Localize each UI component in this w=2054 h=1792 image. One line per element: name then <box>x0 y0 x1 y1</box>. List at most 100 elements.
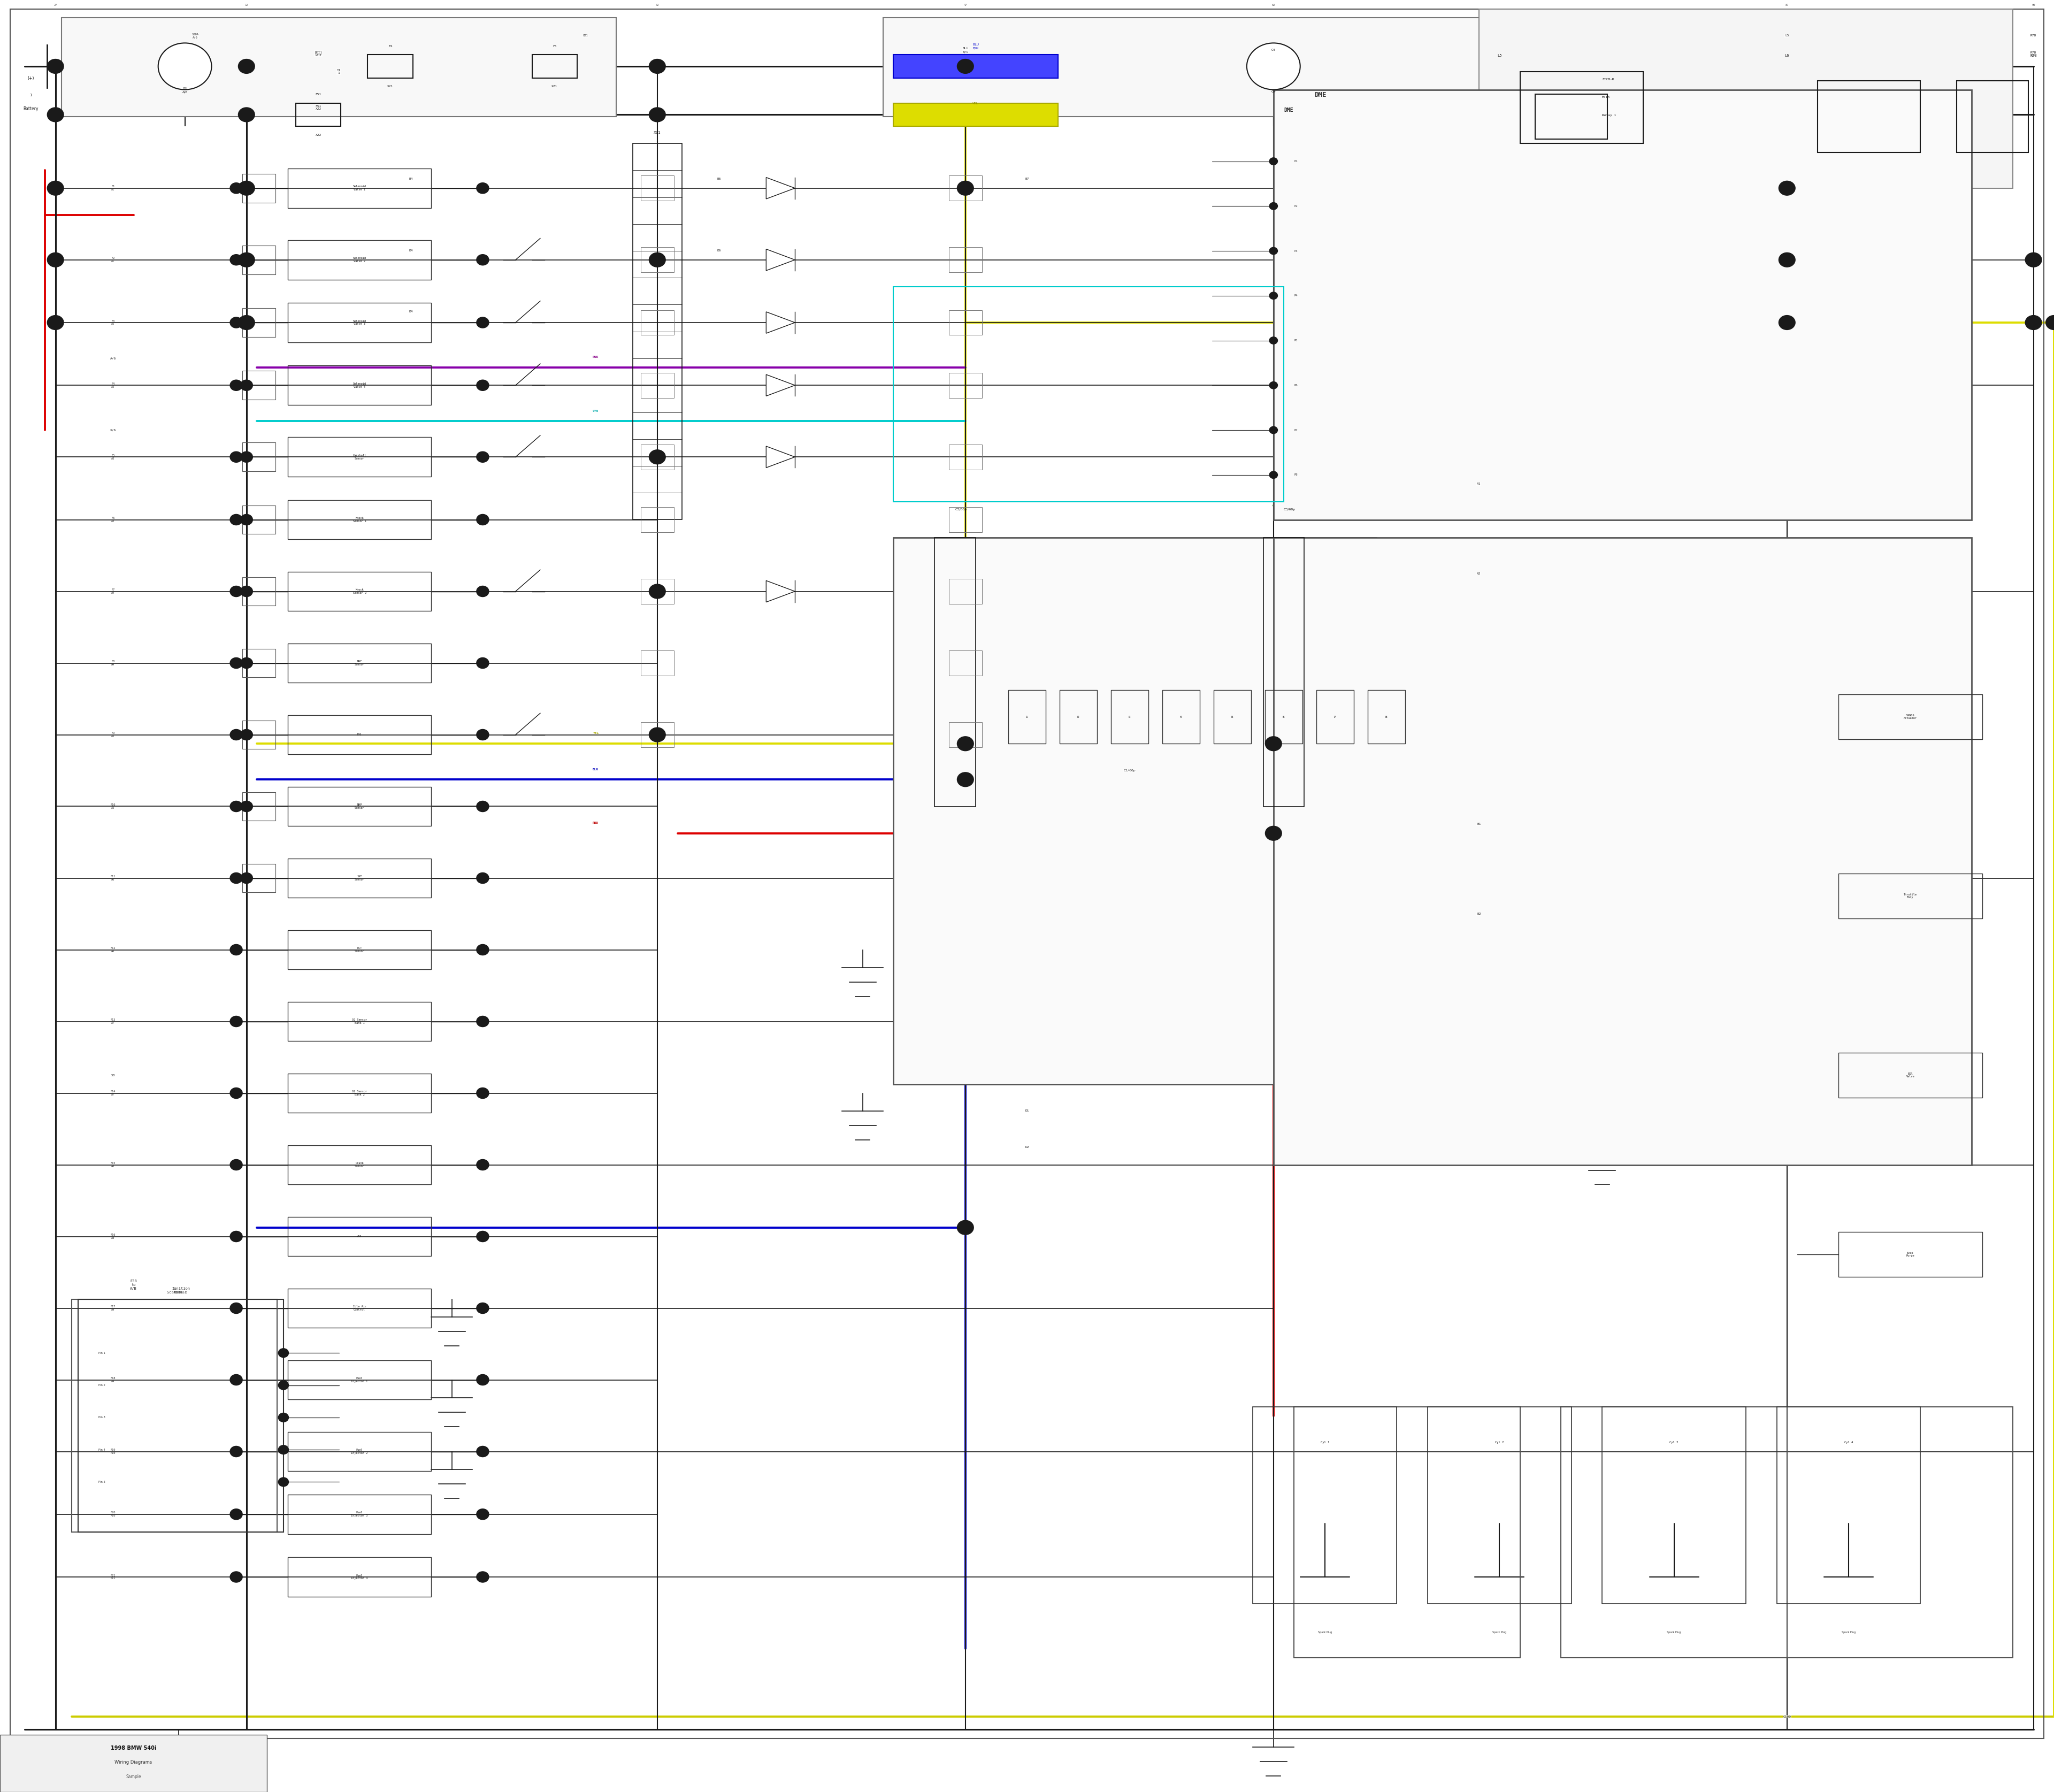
Bar <box>1838 694 1982 738</box>
Circle shape <box>230 317 242 328</box>
Bar <box>288 787 431 826</box>
Text: F16
A8: F16 A8 <box>111 1233 115 1240</box>
Text: G100: G100 <box>1783 1715 1791 1719</box>
Bar <box>288 303 431 342</box>
Bar <box>288 168 431 208</box>
Bar <box>1214 690 1251 744</box>
Text: F6
A3: F6 A3 <box>111 516 115 523</box>
Text: YEL: YEL <box>594 733 598 735</box>
Circle shape <box>477 254 489 265</box>
Text: L5: L5 <box>1785 34 1789 38</box>
Text: P8: P8 <box>1294 473 1298 477</box>
Text: 100A
A/6: 100A A/6 <box>191 32 199 39</box>
Circle shape <box>1779 181 1795 195</box>
Text: G4: G4 <box>1271 91 1276 93</box>
Text: F4: F4 <box>388 45 392 47</box>
Circle shape <box>1269 158 1278 165</box>
Bar <box>288 240 431 280</box>
Circle shape <box>957 772 974 787</box>
Text: F3
A2: F3 A2 <box>111 319 115 326</box>
Text: F10
A5: F10 A5 <box>111 803 115 810</box>
Text: VSS: VSS <box>357 1235 362 1238</box>
Bar <box>288 366 431 405</box>
Text: RED: RED <box>594 823 598 824</box>
Circle shape <box>240 729 253 740</box>
Text: FICM-R: FICM-R <box>1602 79 1614 81</box>
Circle shape <box>1779 315 1795 330</box>
Bar <box>949 507 982 532</box>
Circle shape <box>477 1509 489 1520</box>
Text: L6: L6 <box>1785 54 1789 57</box>
Text: IAT
Sensor: IAT Sensor <box>355 874 364 882</box>
Polygon shape <box>766 375 795 396</box>
Bar <box>641 650 674 676</box>
Circle shape <box>230 254 242 265</box>
Circle shape <box>279 1477 288 1487</box>
Bar <box>242 371 275 400</box>
Circle shape <box>477 873 489 883</box>
Text: I2: I2 <box>1076 715 1080 719</box>
Circle shape <box>240 452 253 462</box>
Bar <box>78 1299 283 1532</box>
Bar <box>242 577 275 606</box>
Bar <box>242 720 275 749</box>
Bar <box>949 247 982 272</box>
Circle shape <box>238 253 255 267</box>
Circle shape <box>2046 315 2054 330</box>
Text: R78: R78 <box>2031 34 2036 38</box>
Bar <box>883 18 1582 116</box>
Bar <box>1602 1407 1746 1604</box>
Text: Cyl 2: Cyl 2 <box>1495 1441 1504 1444</box>
Text: DME: DME <box>1315 91 1327 99</box>
Polygon shape <box>766 177 795 199</box>
Circle shape <box>477 1231 489 1242</box>
Text: MAP
Sensor: MAP Sensor <box>355 803 364 810</box>
Text: F20
A10: F20 A10 <box>111 1511 115 1518</box>
Bar <box>1265 690 1302 744</box>
Circle shape <box>477 1159 489 1170</box>
Text: C3/60p: C3/60p <box>955 509 967 511</box>
Bar <box>288 1002 431 1041</box>
Circle shape <box>230 183 242 194</box>
Text: B6: B6 <box>717 177 721 181</box>
Text: (+): (+) <box>27 75 35 81</box>
Circle shape <box>957 1220 974 1235</box>
Circle shape <box>230 1509 242 1520</box>
Bar <box>242 505 275 534</box>
Circle shape <box>477 317 489 328</box>
Circle shape <box>649 253 665 267</box>
Text: P3: P3 <box>1294 249 1298 253</box>
Text: Camshaft
Sensor: Camshaft Sensor <box>353 453 366 461</box>
Circle shape <box>238 181 255 195</box>
Circle shape <box>957 737 974 751</box>
Circle shape <box>47 108 64 122</box>
Text: Spark Plug: Spark Plug <box>1319 1631 1331 1633</box>
Text: F19
A10: F19 A10 <box>111 1448 115 1455</box>
Bar <box>1561 1407 1787 1658</box>
Text: F9
A5: F9 A5 <box>111 731 115 738</box>
Circle shape <box>477 729 489 740</box>
Bar <box>935 538 976 806</box>
Text: 12: 12 <box>244 4 249 5</box>
Text: F7
A4: F7 A4 <box>111 588 115 595</box>
Circle shape <box>1269 382 1278 389</box>
Bar <box>242 792 275 821</box>
Bar <box>288 1495 431 1534</box>
Bar <box>949 579 982 604</box>
Text: Pin 2: Pin 2 <box>99 1383 105 1387</box>
Bar <box>288 1557 431 1597</box>
Circle shape <box>230 1088 242 1098</box>
Circle shape <box>477 1572 489 1582</box>
Bar <box>893 54 1058 77</box>
Bar <box>1838 1233 1982 1276</box>
Text: A/6: A/6 <box>111 357 115 360</box>
Text: Evap
Purge: Evap Purge <box>1906 1251 1914 1258</box>
Circle shape <box>279 1412 288 1423</box>
Circle shape <box>240 317 253 328</box>
Bar <box>641 507 674 532</box>
Bar <box>641 722 674 747</box>
Bar <box>288 858 431 898</box>
Bar <box>1009 690 1045 744</box>
Bar <box>288 930 431 969</box>
Text: P6: P6 <box>1294 383 1298 387</box>
